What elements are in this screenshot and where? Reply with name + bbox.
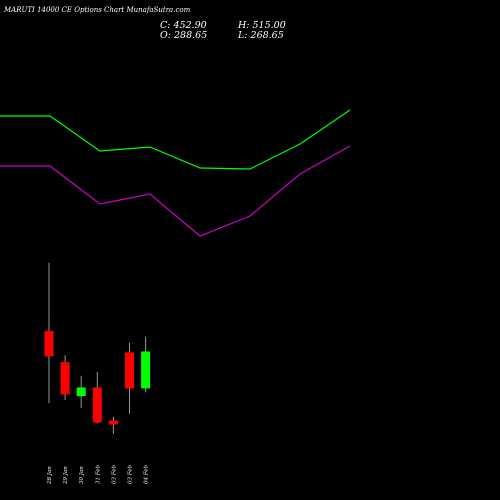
x-axis-labels: 28 Jan 29 Jan 30 Jan 31 Feb 03 Feb 03 Feb 04 F… xyxy=(47,464,150,485)
x-tick-label: 30 Jan xyxy=(79,466,85,484)
candle-body xyxy=(60,362,70,395)
x-tick-label: 03 Feb xyxy=(128,464,134,484)
indicator-lines xyxy=(0,109,351,237)
x-tick-label: 28 Jan xyxy=(47,466,53,485)
candles xyxy=(44,262,151,435)
candle-body xyxy=(108,420,118,425)
high-value: H: 515.00 xyxy=(238,20,286,31)
candle-body xyxy=(125,352,134,389)
indicator-line xyxy=(0,109,351,170)
low-value: L: 268.65 xyxy=(238,30,284,41)
close-value: C: 452.90 xyxy=(160,20,207,31)
chart-title: MARUTI 14000 CE Options Chart MunafaSutr… xyxy=(4,6,191,14)
x-tick-label: 04 Feb xyxy=(144,464,150,484)
candle-body xyxy=(92,387,102,423)
indicator-line xyxy=(0,145,351,237)
x-tick-label: 29 Jan xyxy=(63,466,69,485)
x-tick-label: 03 Feb xyxy=(111,464,117,484)
open-value: O: 288.65 xyxy=(160,30,208,41)
x-tick-label: 31 Feb xyxy=(95,464,101,484)
candle-body xyxy=(44,331,54,357)
candle-body xyxy=(141,351,151,389)
candle-body xyxy=(76,387,86,397)
